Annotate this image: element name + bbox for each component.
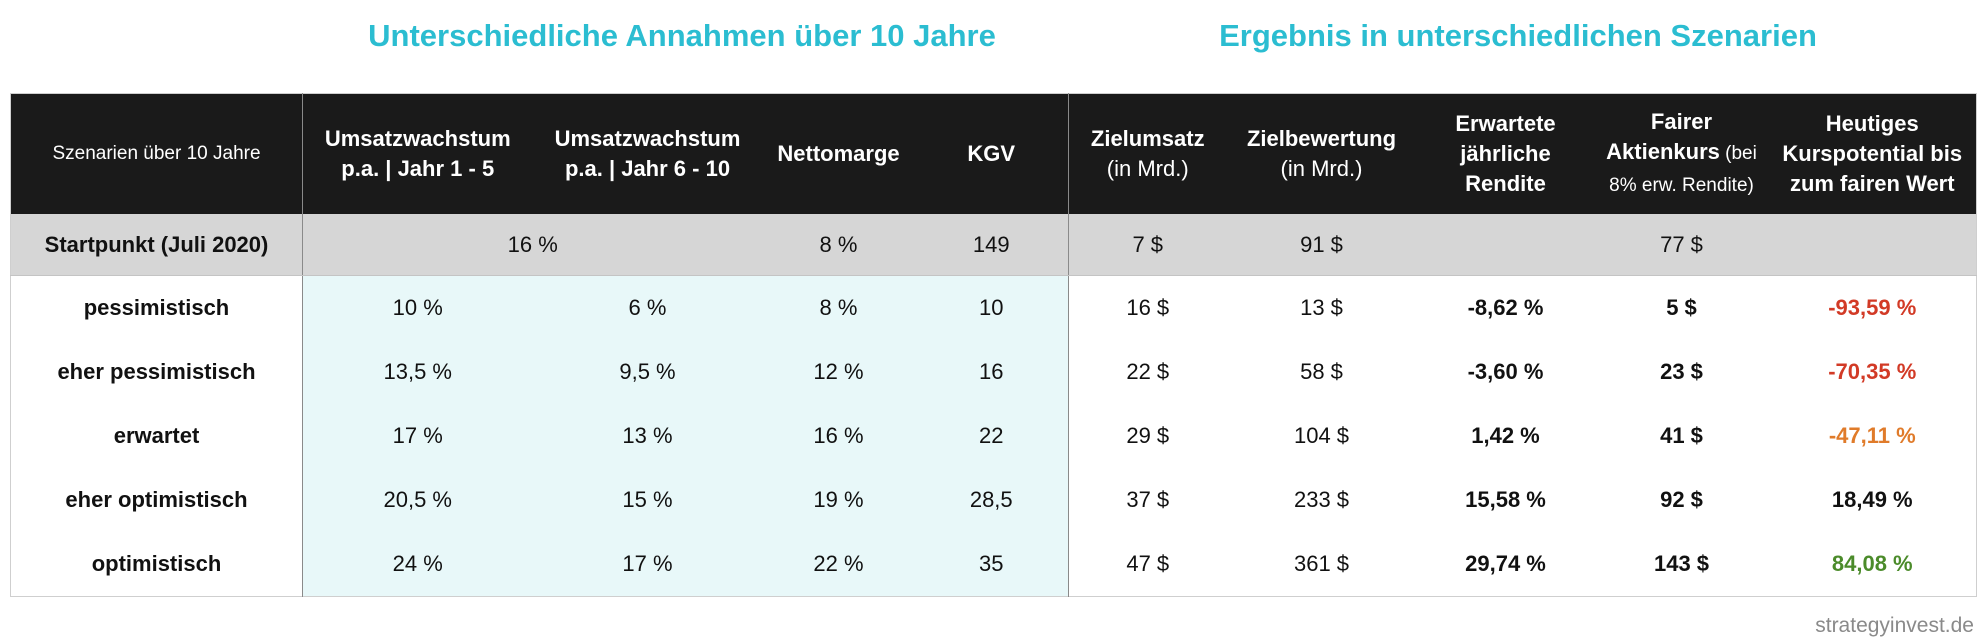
start-target-revenue: 7 $ <box>1068 214 1227 276</box>
header-fair-price: Fairer Aktienkurs (bei 8% erw. Rendite) <box>1594 93 1769 214</box>
growth-6-10-cell: 15 % <box>532 468 763 532</box>
margin-cell: 19 % <box>762 468 915 532</box>
expected-return-cell: 29,74 % <box>1465 551 1546 576</box>
target-valuation-cell: 233 $ <box>1293 487 1350 512</box>
start-growth: 16 % <box>302 214 763 276</box>
expected-return-cell: 15,58 % <box>1465 487 1546 512</box>
results-title: Ergebnis in unterschiedlichen Szenarien <box>1219 18 1817 53</box>
start-expected-return <box>1416 214 1595 276</box>
potential-cell: 18,49 % <box>1831 487 1913 512</box>
target-revenue-cell: 29 $ <box>1068 404 1227 468</box>
margin-cell: 16 % <box>762 404 915 468</box>
margin-cell: 22 % <box>762 532 915 597</box>
header-growth-1-5: Umsatzwachstum p.a. | Jahr 1 - 5 <box>302 93 533 214</box>
table-row: erwartet 17 % 13 % 16 % 22 29 $ 104 $ 1,… <box>11 404 1977 468</box>
pe-cell: 16 <box>914 340 1069 404</box>
start-pe: 149 <box>914 214 1069 276</box>
start-fair-price: 77 $ <box>1594 214 1769 276</box>
start-label: Startpunkt (Juli 2020) <box>10 214 303 276</box>
expected-return-cell: -3,60 % <box>1467 359 1544 384</box>
fair-price-cell: 23 $ <box>1660 359 1703 384</box>
potential-cell: -47,11 % <box>1828 423 1916 448</box>
scenario-label: eher pessimistisch <box>57 359 256 384</box>
potential-cell: -93,59 % <box>1828 295 1917 320</box>
expected-return-cell: 1,42 % <box>1471 423 1540 448</box>
header-potential: Heutiges Kurspotential bis zum fairen Wert <box>1768 93 1977 214</box>
scenario-label: erwartet <box>113 423 200 448</box>
table-row: optimistisch 24 % 17 % 22 % 35 47 $ 361 … <box>11 532 1977 597</box>
target-valuation-cell: 361 $ <box>1293 551 1350 576</box>
growth-6-10-cell: 17 % <box>532 532 763 597</box>
watermark: strategyinvest.de <box>1815 614 1974 637</box>
margin-cell: 8 % <box>762 275 915 340</box>
growth-1-5-cell: 20,5 % <box>302 468 533 532</box>
header-margin: Nettomarge <box>762 93 915 214</box>
target-revenue-cell: 37 $ <box>1068 468 1227 532</box>
start-potential <box>1768 214 1977 276</box>
fair-price-cell: 41 $ <box>1660 423 1703 448</box>
start-margin: 8 % <box>762 214 915 276</box>
table-row: eher optimistisch 20,5 % 15 % 19 % 28,5 … <box>11 468 1977 532</box>
header-pe: KGV <box>914 93 1069 214</box>
target-revenue-cell: 47 $ <box>1068 532 1227 597</box>
potential-cell: 84,08 % <box>1831 551 1913 576</box>
target-valuation-cell: 58 $ <box>1300 359 1343 384</box>
header-row: Szenarien über 10 Jahre Umsatzwachstum p.… <box>10 93 1977 214</box>
start-row: Startpunkt (Juli 2020) 16 % 8 % 149 7 $ … <box>10 214 1977 276</box>
fair-price-cell: 92 $ <box>1660 487 1703 512</box>
growth-6-10-cell: 9,5 % <box>532 340 763 404</box>
start-target-valuation: 91 $ <box>1226 214 1417 276</box>
header-target-revenue: Zielumsatz (in Mrd.) <box>1068 93 1227 214</box>
target-valuation-cell: 104 $ <box>1293 423 1350 448</box>
pe-cell: 22 <box>914 404 1069 468</box>
assumptions-title: Unterschiedliche Annahmen über 10 Jahre <box>368 18 996 53</box>
target-revenue-cell: 22 $ <box>1068 340 1227 404</box>
target-valuation-cell: 13 $ <box>1300 295 1343 320</box>
expected-return-cell: -8,62 % <box>1467 295 1544 320</box>
growth-1-5-cell: 13,5 % <box>302 340 533 404</box>
growth-6-10-cell: 13 % <box>532 404 763 468</box>
growth-6-10-cell: 6 % <box>532 275 763 340</box>
pe-cell: 10 <box>914 275 1069 340</box>
growth-1-5-cell: 24 % <box>302 532 533 597</box>
fair-price-cell: 5 $ <box>1666 295 1697 320</box>
potential-cell: -70,35 % <box>1828 359 1917 384</box>
header-scenario: Szenarien über 10 Jahre <box>10 93 303 214</box>
header-expected-return: Erwartete jährliche Rendite <box>1416 93 1595 214</box>
header-target-valuation: Zielbewertung (in Mrd.) <box>1226 93 1417 214</box>
growth-1-5-cell: 17 % <box>302 404 533 468</box>
target-revenue-cell: 16 $ <box>1068 275 1227 340</box>
scenario-label: optimistisch <box>91 551 222 576</box>
table-row: eher pessimistisch 13,5 % 9,5 % 12 % 16 … <box>11 340 1977 404</box>
scenario-label: eher optimistisch <box>65 487 248 512</box>
fair-price-cell: 143 $ <box>1653 551 1710 576</box>
pe-cell: 28,5 <box>914 468 1069 532</box>
scenario-table: Szenarien über 10 Jahre Umsatzwachstum p.… <box>10 93 1977 597</box>
margin-cell: 12 % <box>762 340 915 404</box>
header-growth-6-10: Umsatzwachstum p.a. | Jahr 6 - 10 <box>532 93 763 214</box>
growth-1-5-cell: 10 % <box>302 275 533 340</box>
pe-cell: 35 <box>914 532 1069 597</box>
scenario-label: pessimistisch <box>83 295 230 320</box>
table-row: pessimistisch 10 % 6 % 8 % 10 16 $ 13 $ … <box>11 275 1977 340</box>
